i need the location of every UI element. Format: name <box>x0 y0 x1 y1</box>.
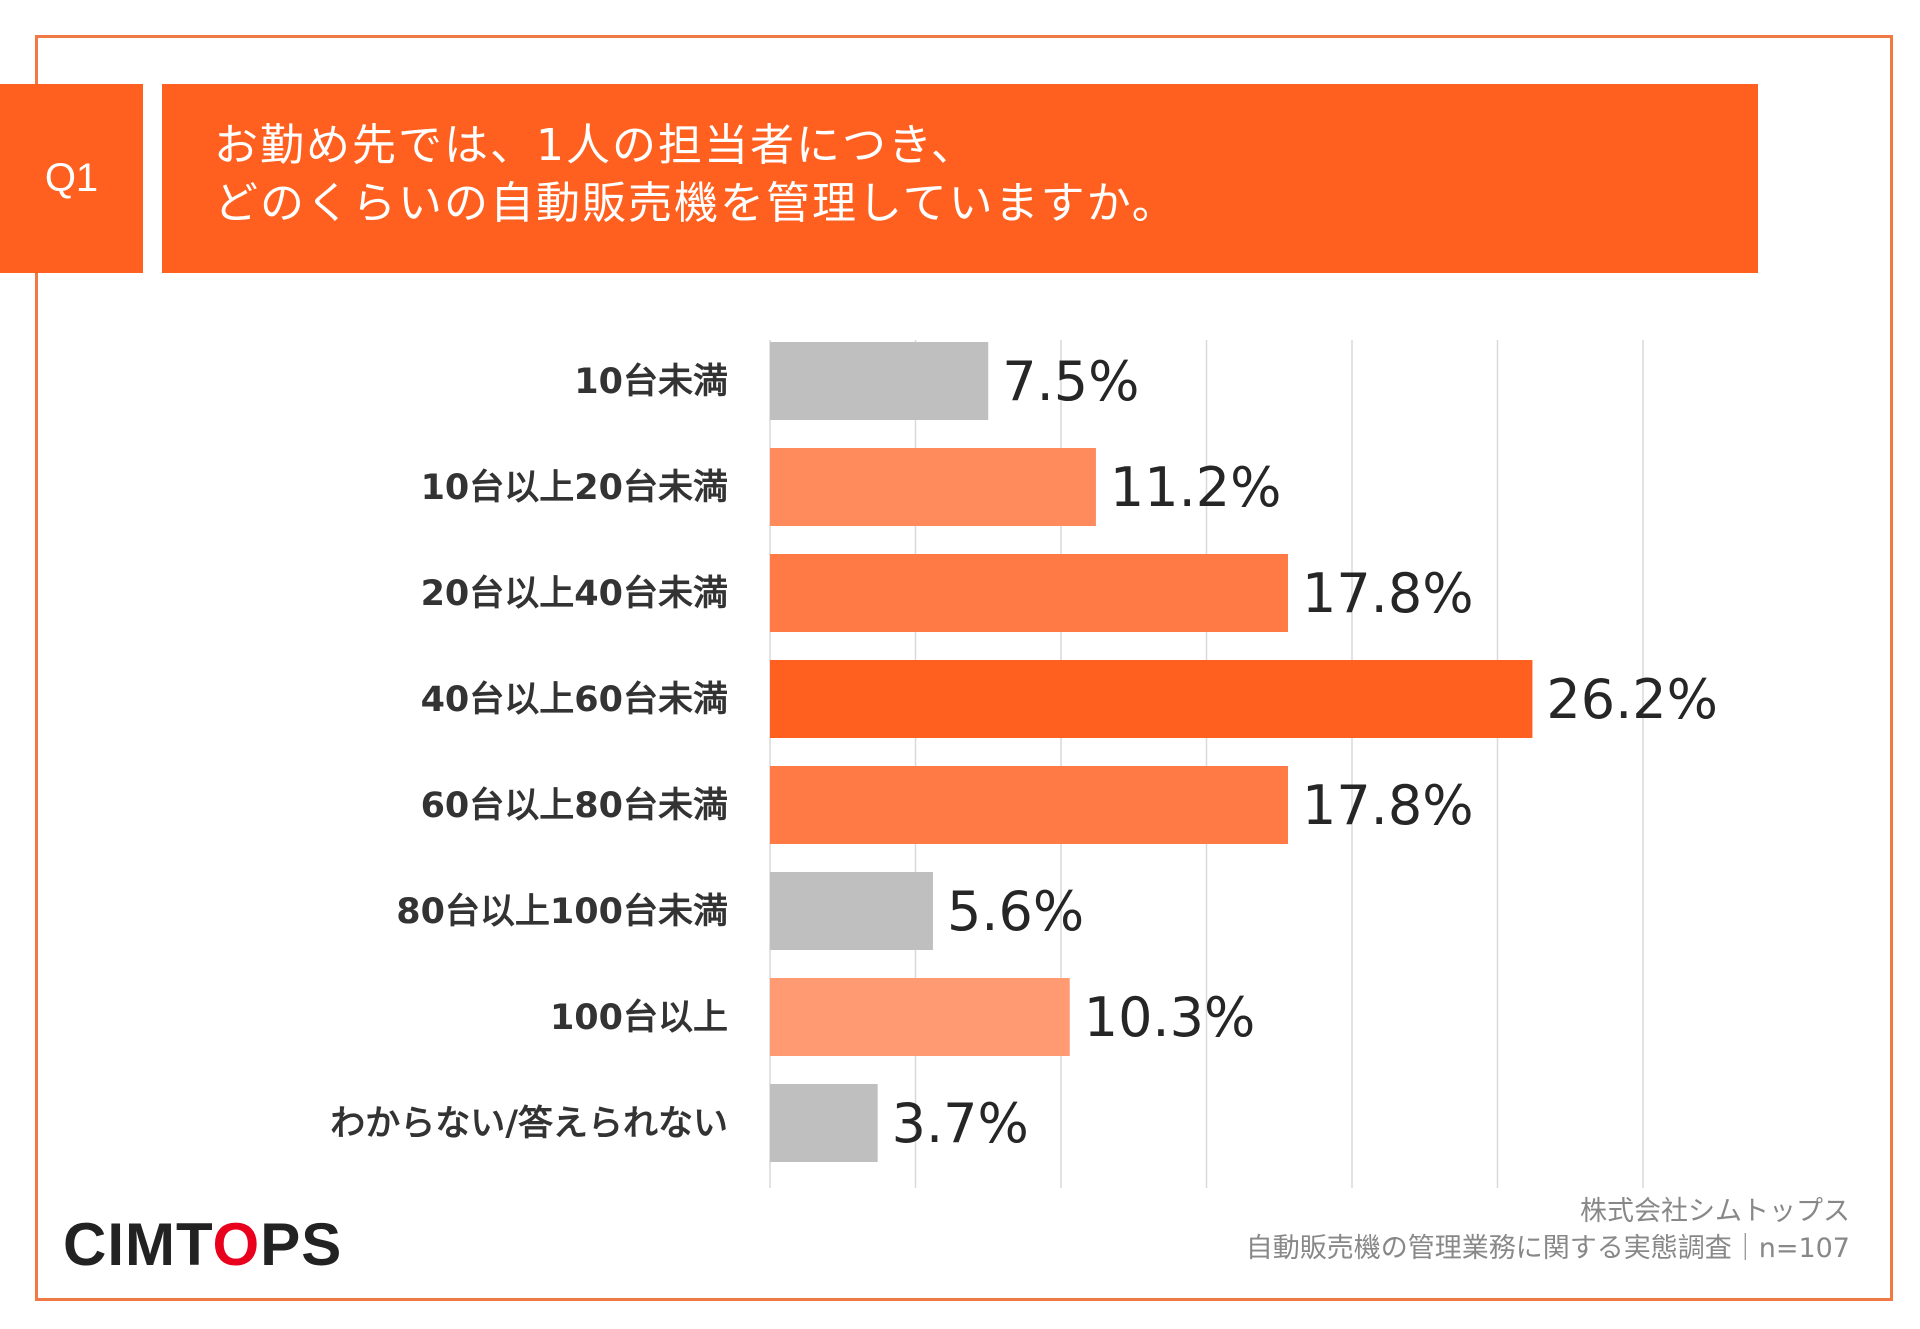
data-label: 17.8% <box>1302 562 1474 625</box>
data-label: 26.2% <box>1546 668 1718 731</box>
category-label: 10台未満 <box>574 362 728 402</box>
bar <box>770 1084 878 1162</box>
bar <box>770 448 1096 526</box>
question-line-2: どのくらいの自動販売機を管理していますか。 <box>214 178 1178 229</box>
cimtops-logo: CIMTOPS <box>63 1215 342 1275</box>
bar <box>770 766 1288 844</box>
category-label: わからない/答えられない <box>330 1104 728 1144</box>
logo-red-o: O <box>212 1211 261 1278</box>
data-label: 7.5% <box>1002 350 1139 413</box>
bar <box>770 554 1288 632</box>
logo-text-start: CIMT <box>63 1211 213 1278</box>
data-label: 11.2% <box>1110 456 1282 519</box>
data-label: 3.7% <box>892 1092 1029 1155</box>
logo-text-end: PS <box>260 1211 343 1278</box>
category-label: 80台以上100台未満 <box>396 892 728 932</box>
category-label: 10台以上20台未満 <box>421 468 728 508</box>
footer-note: 株式会社シムトップス 自動販売機の管理業務に関する実態調査｜n=107 <box>1246 1193 1850 1267</box>
data-label: 17.8% <box>1302 774 1474 837</box>
question-number-badge: Q1 <box>0 84 143 273</box>
data-label: 10.3% <box>1084 986 1256 1049</box>
footer-company: 株式会社シムトップス <box>1580 1196 1850 1227</box>
bar <box>770 342 989 420</box>
category-label: 40台以上60台未満 <box>421 680 728 720</box>
question-number: Q1 <box>44 156 99 200</box>
bar <box>770 978 1070 1056</box>
category-label: 20台以上40台未満 <box>421 574 728 614</box>
question-line-1: お勤め先では、1人の担当者につき、 <box>214 120 977 171</box>
question-banner: お勤め先では、1人の担当者につき、 どのくらいの自動販売機を管理していますか。 <box>162 84 1758 273</box>
footer-survey: 自動販売機の管理業務に関する実態調査｜n=107 <box>1245 1233 1850 1264</box>
category-label: 100台以上 <box>550 998 728 1038</box>
outer-frame <box>35 35 1893 1301</box>
bar <box>770 872 933 950</box>
data-label: 5.6% <box>947 880 1084 943</box>
bar <box>770 660 1533 738</box>
category-label: 60台以上80台未満 <box>421 786 728 826</box>
